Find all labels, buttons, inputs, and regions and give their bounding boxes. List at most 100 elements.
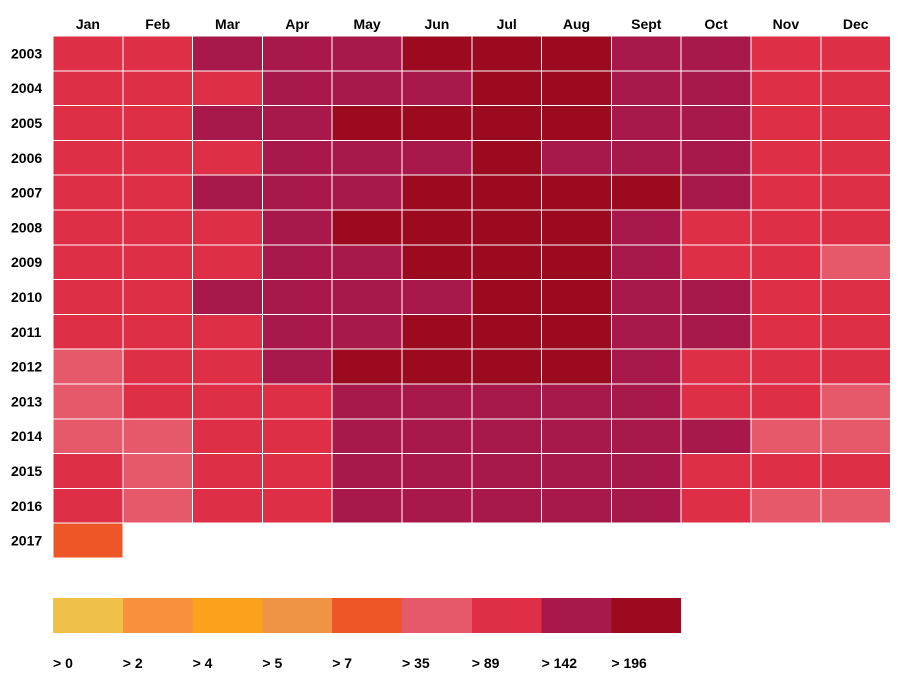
heatmap-cell <box>261 279 333 315</box>
heatmap-cell <box>331 35 403 72</box>
heatmap-cell <box>331 418 403 455</box>
heatmap-cell <box>680 70 752 107</box>
heatmap-cell <box>331 383 403 420</box>
heatmap-cell <box>122 313 194 350</box>
heatmap-cell <box>52 279 124 315</box>
heatmap-cell <box>750 383 822 420</box>
heatmap-cell <box>541 418 612 455</box>
row-labels: 2003 2004 2005 2006 2007 2008 2009 2010 2011 2012… <box>11 45 42 548</box>
column-labels: Jan Feb Mar Apr May Jun Jul Aug Sept Oct Nov Dec <box>76 16 869 32</box>
heatmap-cell <box>610 209 682 246</box>
heatmap-cell <box>52 348 124 385</box>
heatmap-cell <box>610 453 682 489</box>
heatmap-cell <box>122 70 194 107</box>
legend-swatch <box>611 598 682 633</box>
row-label: 2014 <box>11 428 42 444</box>
heatmap-cell <box>261 313 333 350</box>
column-label: Mar <box>215 16 240 32</box>
heatmap-cell <box>541 70 612 107</box>
row-label: 2009 <box>11 254 42 270</box>
heatmap-cell <box>471 383 543 420</box>
column-label: Jul <box>497 16 517 32</box>
heatmap-cell <box>750 453 822 489</box>
heatmap-cell <box>331 105 403 141</box>
heatmap-cell <box>750 209 822 246</box>
column-label: May <box>353 16 380 32</box>
row-label: 2017 <box>11 533 42 549</box>
column-label: Sept <box>631 16 662 32</box>
heatmap-cell <box>192 70 263 107</box>
heatmap-cell <box>610 139 682 176</box>
heatmap-cell <box>401 70 473 107</box>
heatmap-cell <box>820 105 892 141</box>
heatmap-cell <box>192 487 263 524</box>
heatmap-cell <box>680 244 752 281</box>
heatmap-cell <box>261 209 333 246</box>
heatmap-cell <box>680 105 752 141</box>
heatmap-cell <box>401 383 473 420</box>
heatmap-cell <box>192 139 263 176</box>
heatmap-cell <box>820 244 892 281</box>
heatmap-cell <box>541 348 612 385</box>
heatmap-cell <box>52 244 124 281</box>
heatmap-cell <box>122 453 194 489</box>
legend-labels: > 0 > 2 > 4 > 5 > 7 > 35 > 89 > 142 > 196 <box>53 655 647 671</box>
heatmap-cell <box>192 35 263 72</box>
heatmap-cell <box>820 418 892 455</box>
heatmap-grid <box>52 35 892 559</box>
heatmap-cell <box>471 348 543 385</box>
heatmap-cell <box>471 313 543 350</box>
heatmap-cell <box>52 383 124 420</box>
heatmap-cell <box>122 244 194 281</box>
row-label: 2012 <box>11 359 42 375</box>
heatmap-cell <box>401 244 473 281</box>
heatmap-cell <box>331 209 403 246</box>
heatmap-cell <box>680 383 752 420</box>
heatmap-cell <box>820 35 892 72</box>
heatmap-cell <box>331 279 403 315</box>
column-label: Feb <box>145 16 170 32</box>
row-label: 2007 <box>11 185 42 201</box>
heatmap-cell <box>331 244 403 281</box>
heatmap-cell <box>52 70 124 107</box>
heatmap-cell <box>331 174 403 211</box>
heatmap-cell <box>401 313 473 350</box>
legend-swatches <box>53 598 682 633</box>
heatmap-cell <box>52 487 124 524</box>
heatmap-cell <box>750 279 822 315</box>
heatmap-cell <box>680 487 752 524</box>
heatmap-cell <box>750 348 822 385</box>
heatmap-cell <box>122 418 194 455</box>
column-label: Jun <box>424 16 449 32</box>
heatmap-cell <box>541 35 612 72</box>
legend-swatch <box>192 598 263 633</box>
heatmap-cell <box>192 453 263 489</box>
heatmap-cell <box>401 209 473 246</box>
heatmap-cell <box>261 35 333 72</box>
heatmap-cell <box>192 244 263 281</box>
heatmap-cell <box>820 139 892 176</box>
heatmap-cell <box>331 70 403 107</box>
heatmap-cell <box>192 105 263 141</box>
heatmap-cell <box>610 418 682 455</box>
heatmap-cell <box>122 105 194 141</box>
heatmap-cell <box>192 383 263 420</box>
legend-label: > 4 <box>193 655 213 671</box>
heatmap-cell <box>820 453 892 489</box>
heatmap-cell <box>680 35 752 72</box>
heatmap-cell <box>750 35 822 72</box>
heatmap-cell <box>122 348 194 385</box>
heatmap-cell <box>331 453 403 489</box>
legend-label: > 0 <box>53 655 73 671</box>
row-label: 2008 <box>11 219 42 235</box>
heatmap-cell <box>331 487 403 524</box>
heatmap-cell <box>52 418 124 455</box>
column-label: Aug <box>563 16 590 32</box>
heatmap-cell <box>471 279 543 315</box>
heatmap-cell <box>192 313 263 350</box>
heatmap-cell <box>261 487 333 524</box>
heatmap-cell <box>122 35 194 72</box>
row-label: 2004 <box>11 80 42 96</box>
heatmap-cell <box>261 418 333 455</box>
